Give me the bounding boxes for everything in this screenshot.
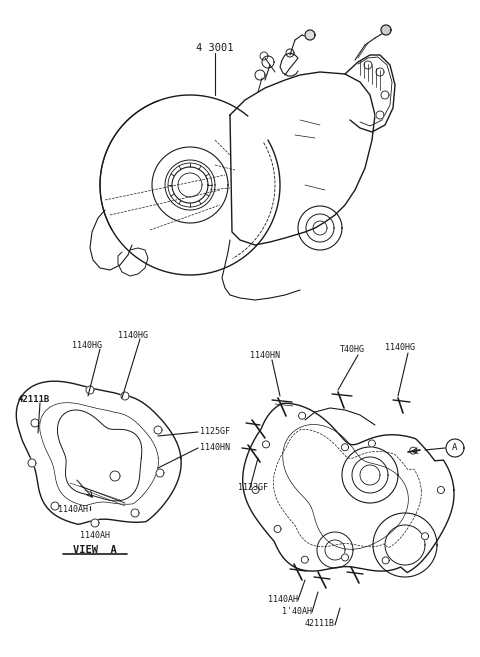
Text: 1140HG: 1140HG xyxy=(72,340,102,350)
Polygon shape xyxy=(437,486,444,493)
Polygon shape xyxy=(299,412,306,419)
Text: 4 3001: 4 3001 xyxy=(196,43,234,53)
Polygon shape xyxy=(263,441,269,448)
Polygon shape xyxy=(368,440,375,447)
Text: A: A xyxy=(452,443,458,453)
Polygon shape xyxy=(381,25,391,35)
Text: T40HG: T40HG xyxy=(340,346,365,355)
Polygon shape xyxy=(381,91,389,99)
Text: 1123GF: 1123GF xyxy=(238,484,268,493)
Text: 1140HG: 1140HG xyxy=(118,330,148,340)
Polygon shape xyxy=(421,533,429,539)
Text: VIEW  A: VIEW A xyxy=(73,545,117,555)
Polygon shape xyxy=(301,556,308,563)
Polygon shape xyxy=(91,519,99,527)
Polygon shape xyxy=(305,30,315,40)
Polygon shape xyxy=(364,61,372,69)
Polygon shape xyxy=(376,111,384,119)
Text: 1'40AH: 1'40AH xyxy=(282,608,312,616)
Text: 42111B: 42111B xyxy=(305,620,335,629)
Polygon shape xyxy=(382,557,389,564)
Polygon shape xyxy=(376,68,384,76)
Text: 1140HN: 1140HN xyxy=(250,350,280,359)
Polygon shape xyxy=(446,439,464,457)
Polygon shape xyxy=(31,419,39,427)
Polygon shape xyxy=(121,392,129,400)
Polygon shape xyxy=(156,469,164,477)
Polygon shape xyxy=(252,486,259,493)
Text: 1140HN: 1140HN xyxy=(200,443,230,453)
Polygon shape xyxy=(131,509,139,517)
Polygon shape xyxy=(51,502,59,510)
Polygon shape xyxy=(86,386,94,394)
Text: 1140HG: 1140HG xyxy=(385,344,415,353)
Text: 42111B: 42111B xyxy=(18,396,50,405)
Polygon shape xyxy=(410,447,417,454)
Polygon shape xyxy=(28,459,36,467)
Text: 1125GF: 1125GF xyxy=(200,428,230,436)
Text: 1140AH: 1140AH xyxy=(58,505,88,514)
Polygon shape xyxy=(341,443,348,451)
Text: 1140AH: 1140AH xyxy=(80,530,110,539)
Polygon shape xyxy=(154,426,162,434)
Polygon shape xyxy=(341,554,348,561)
Polygon shape xyxy=(274,526,281,532)
Text: 1140AH: 1140AH xyxy=(268,595,298,604)
